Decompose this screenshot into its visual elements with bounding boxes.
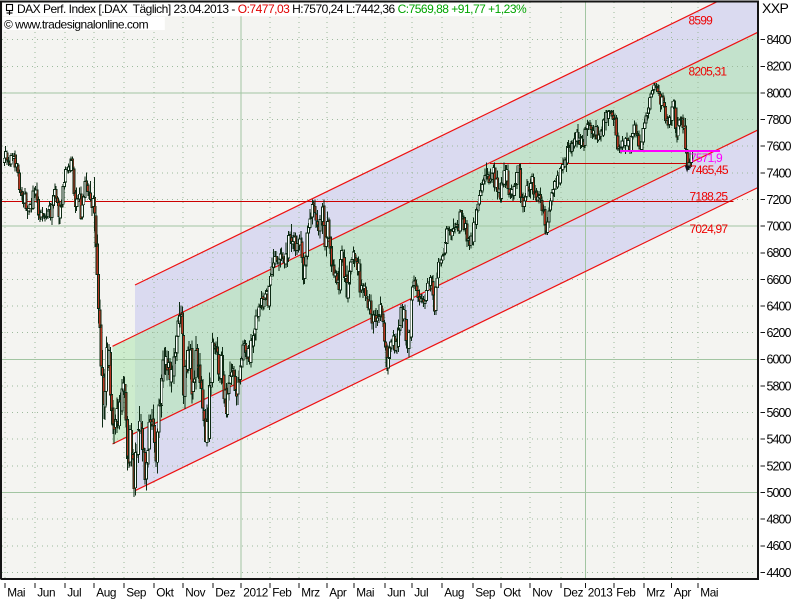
svg-text:Mrz: Mrz <box>301 586 320 600</box>
svg-text:Dez: Dez <box>215 586 235 600</box>
svg-text:2013: 2013 <box>588 586 613 600</box>
svg-text:5600: 5600 <box>767 406 792 420</box>
svg-text:Jun: Jun <box>37 586 55 600</box>
svg-text:Mai: Mai <box>7 586 25 600</box>
svg-text:4600: 4600 <box>767 539 792 553</box>
svg-text:© www.tradesignalonline.com: © www.tradesignalonline.com <box>4 18 149 32</box>
svg-text:7465,45: 7465,45 <box>690 163 729 177</box>
svg-text:8205,31: 8205,31 <box>689 65 728 79</box>
svg-text:Mai: Mai <box>700 586 718 600</box>
svg-text:7571,9: 7571,9 <box>690 151 723 165</box>
svg-text:Jun: Jun <box>387 586 405 600</box>
svg-text:8000: 8000 <box>767 86 792 100</box>
svg-text:Okt: Okt <box>156 586 174 600</box>
svg-text:6400: 6400 <box>767 299 792 313</box>
svg-text:8200: 8200 <box>767 60 792 74</box>
svg-text:5000: 5000 <box>767 486 792 500</box>
svg-text:7600: 7600 <box>767 140 792 154</box>
svg-text:Jul: Jul <box>67 586 81 600</box>
svg-text:6200: 6200 <box>767 326 792 340</box>
svg-text:5800: 5800 <box>767 379 792 393</box>
svg-text:Dez: Dez <box>563 586 583 600</box>
svg-text:2012: 2012 <box>243 586 268 600</box>
svg-text:8400: 8400 <box>767 33 792 47</box>
svg-text:Sep: Sep <box>475 586 496 600</box>
svg-text:Nov: Nov <box>532 586 552 600</box>
svg-text:6000: 6000 <box>767 353 792 367</box>
svg-text:Mai: Mai <box>356 586 374 600</box>
svg-text:4800: 4800 <box>767 513 792 527</box>
svg-text:7188,25: 7188,25 <box>690 190 729 204</box>
svg-text:5200: 5200 <box>767 459 792 473</box>
svg-text:6600: 6600 <box>767 273 792 287</box>
svg-text:7024,97: 7024,97 <box>690 222 729 236</box>
svg-text:5400: 5400 <box>767 433 792 447</box>
svg-text:7000: 7000 <box>767 220 792 234</box>
svg-text:XXP: XXP <box>762 0 788 16</box>
svg-text:Feb: Feb <box>616 586 636 600</box>
svg-text:7200: 7200 <box>767 193 792 207</box>
svg-text:Aug: Aug <box>444 586 464 600</box>
svg-text:Okt: Okt <box>503 586 521 600</box>
svg-text:DAX Perf. Index [.DAX Täglich: DAX Perf. Index [.DAX Täglich] 23.04.201… <box>17 2 527 16</box>
svg-text:Nov: Nov <box>185 586 205 600</box>
svg-text:6800: 6800 <box>767 246 792 260</box>
svg-text:4400: 4400 <box>767 566 792 580</box>
svg-text:Sep: Sep <box>126 586 147 600</box>
svg-text:Apr: Apr <box>329 586 347 600</box>
svg-text:Feb: Feb <box>272 586 292 600</box>
svg-text:7800: 7800 <box>767 113 792 127</box>
svg-text:Jul: Jul <box>414 586 428 600</box>
svg-text:8599: 8599 <box>689 13 714 27</box>
svg-text:7400: 7400 <box>767 166 792 180</box>
svg-text:Apr: Apr <box>674 586 692 600</box>
svg-text:Mrz: Mrz <box>646 586 665 600</box>
svg-text:Aug: Aug <box>96 586 116 600</box>
